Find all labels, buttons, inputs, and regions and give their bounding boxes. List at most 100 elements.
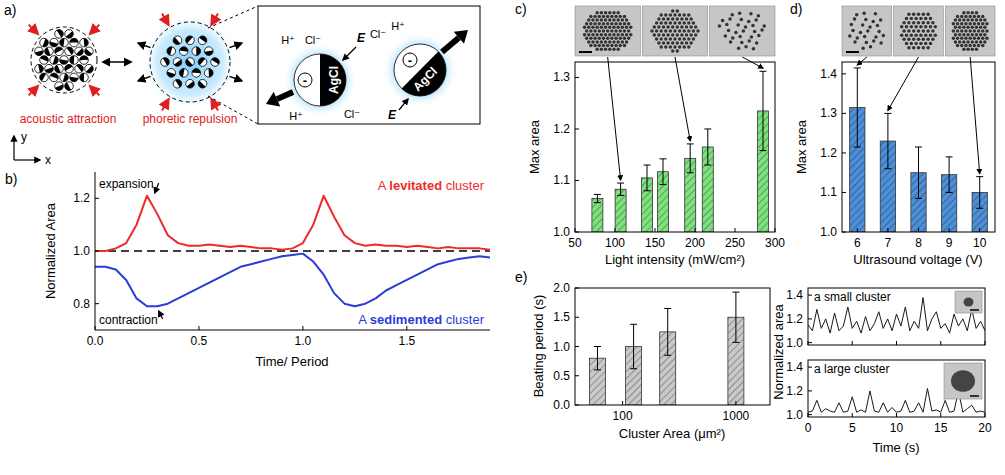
x-tick	[852, 341, 853, 345]
annotation: contraction	[99, 313, 158, 327]
micrograph-particle	[872, 39, 876, 43]
micrograph-particle	[966, 26, 970, 30]
x-tick-label: 10	[890, 421, 904, 435]
micrograph-particle	[606, 29, 610, 33]
attraction-arrow	[162, 14, 169, 25]
micrograph-particle	[985, 22, 989, 26]
micrograph-particle	[954, 40, 958, 44]
panel-label: a)	[4, 2, 16, 18]
y-tick	[575, 375, 579, 376]
field-arrow	[399, 99, 408, 110]
micrograph-particle	[680, 41, 684, 45]
janus-cap	[192, 69, 201, 74]
janus-particle	[75, 47, 84, 56]
micrograph-particle	[919, 25, 923, 29]
janus-particle	[70, 56, 79, 65]
micrograph-particle	[600, 26, 604, 30]
micrograph-particle	[926, 21, 930, 25]
micrograph-particle	[912, 13, 916, 16]
micrograph-particle	[659, 37, 663, 41]
janus-cap	[179, 47, 188, 52]
janus-particle	[179, 69, 188, 78]
micrograph-particle	[983, 33, 987, 37]
micrograph-particle	[583, 33, 587, 37]
error-bar-stem	[707, 129, 708, 165]
micrograph-particle	[929, 25, 933, 29]
x-tick-label: 200	[685, 236, 705, 250]
micrograph-particle	[929, 33, 933, 37]
x-axis-title: Cluster Area (μm²)	[619, 426, 725, 441]
micrograph	[945, 6, 995, 56]
micrograph-particle	[985, 29, 989, 33]
micrograph-particle	[731, 36, 735, 40]
x-tick	[735, 401, 736, 405]
x-direction	[14, 159, 40, 160]
micrograph-particle	[964, 37, 968, 41]
attraction-arrow	[212, 99, 219, 110]
micrograph-particle	[614, 44, 618, 48]
janus-cap	[402, 52, 446, 96]
scale-bar	[579, 51, 592, 53]
error-bar-cap	[946, 156, 953, 157]
janus-cap	[70, 77, 79, 82]
field-arrow	[343, 47, 356, 60]
janus-cap	[40, 56, 48, 62]
micrograph-particle	[954, 18, 958, 22]
micrograph-particle	[981, 37, 985, 41]
micrograph-particle	[678, 13, 682, 17]
micrograph-particle	[962, 40, 966, 44]
janus-particle	[35, 64, 44, 73]
micrograph-particle	[971, 40, 975, 44]
micrograph-particle	[602, 15, 606, 19]
micrograph-particle	[753, 30, 757, 34]
y-tick	[95, 303, 99, 304]
y-tick-label: 1.2	[786, 384, 803, 398]
micrograph-particle	[685, 25, 689, 29]
error-bar	[760, 71, 767, 150]
micrograph-particle	[973, 15, 977, 19]
annotation-arrow	[159, 311, 163, 319]
x-axis-title: Ultrasound voltage (V)	[853, 252, 982, 267]
series-label-word: sedimented	[370, 312, 442, 327]
error-bar	[630, 324, 637, 368]
micrograph-particle	[664, 29, 668, 33]
error-bar	[660, 159, 667, 185]
micrograph-particle	[960, 44, 964, 48]
micrograph-particle	[931, 21, 935, 25]
janus-particle	[45, 64, 54, 73]
janus-particle	[85, 47, 94, 56]
janus-cap	[173, 37, 180, 45]
janus-cap	[85, 49, 93, 56]
micrograph-particle	[623, 29, 627, 33]
micrograph-particle	[975, 26, 979, 30]
micrograph-particle	[685, 33, 689, 37]
y-tick-label: 1.4	[786, 288, 803, 302]
micrograph-particle	[981, 15, 985, 19]
micrograph-particle	[595, 18, 599, 22]
micrograph-particle	[964, 29, 968, 33]
janus-particle	[179, 47, 188, 56]
micrograph-particle	[696, 29, 700, 33]
micrograph-particle	[662, 17, 666, 21]
y-tick	[95, 198, 99, 199]
janus-cap	[198, 58, 205, 66]
micrograph-particle	[608, 40, 612, 44]
micrograph-particle	[734, 31, 738, 35]
micrograph-particle	[983, 40, 987, 44]
error-bar-stem	[857, 68, 858, 147]
micrograph-particle	[589, 44, 593, 48]
micrograph-particle	[610, 37, 614, 41]
micrograph-particle	[730, 13, 734, 16]
micrograph-particle	[902, 38, 906, 42]
micrograph-particle	[956, 22, 960, 26]
micrograph-particle	[975, 33, 979, 37]
micrograph-particle	[971, 47, 975, 51]
micrograph-particle	[905, 25, 909, 29]
bar	[615, 189, 626, 232]
micrograph-particle	[619, 37, 623, 41]
micrograph-particle	[981, 29, 985, 33]
micrograph-particle	[655, 37, 659, 41]
series-label-word: a	[814, 362, 821, 376]
janus-particle	[173, 79, 182, 88]
micrograph-particle	[754, 18, 758, 22]
